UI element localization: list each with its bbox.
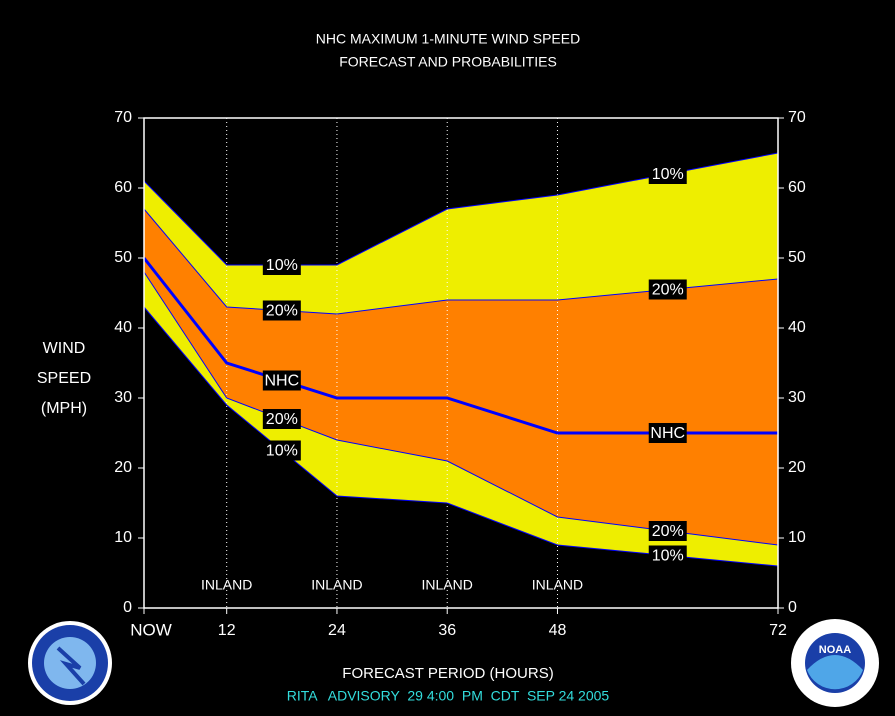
series-label-text: 20% <box>266 411 298 428</box>
y-axis-label: (MPH) <box>41 400 87 417</box>
y-tick-label: 40 <box>114 319 132 336</box>
series-label-bg <box>262 440 301 461</box>
nws-logo <box>28 621 112 705</box>
series-label-text: 10% <box>652 548 684 565</box>
y-tick-label: 60 <box>114 179 132 196</box>
inland-label: INLAND <box>532 577 583 593</box>
band <box>144 153 778 314</box>
series-label-bg <box>262 300 301 321</box>
series-label-text: 20% <box>652 523 684 540</box>
series-label-bg <box>648 423 687 443</box>
series-label: 10% <box>648 164 687 184</box>
x-tick-label: 36 <box>438 622 456 639</box>
y-tick-label: 0 <box>788 599 797 616</box>
series-label-bg <box>262 370 301 391</box>
y-tick-label: 50 <box>788 249 806 266</box>
inland-label: INLAND <box>422 577 473 593</box>
series-label: NHC <box>648 423 687 443</box>
chart-title: NHC MAXIMUM 1-MINUTE WIND SPEED <box>316 31 580 47</box>
y-tick-label: 20 <box>114 459 132 476</box>
x-tick-label: 48 <box>549 622 567 639</box>
y-tick-label: 60 <box>788 179 806 196</box>
inland-label: INLAND <box>311 577 362 593</box>
plot-frame <box>143 117 779 609</box>
series-label-bg <box>648 545 687 566</box>
x-tick-label: 72 <box>769 622 787 639</box>
series-label: 20% <box>648 279 687 300</box>
x-tick-label: 12 <box>218 622 236 639</box>
series-label-text: 20% <box>652 282 684 299</box>
svg-text:NOAA: NOAA <box>819 644 851 656</box>
band <box>144 209 778 545</box>
series-label: 10% <box>262 440 301 461</box>
footer: RITA ADVISORY 29 4:00 PM CDT SEP 24 2005 <box>287 688 610 704</box>
y-tick-label: 40 <box>788 319 806 336</box>
x-axis-label: FORECAST PERIOD (HOURS) <box>342 665 553 682</box>
series-label-text: NHC <box>650 425 685 442</box>
y-tick-label: 70 <box>788 109 806 126</box>
x-tick-label: 24 <box>328 622 346 639</box>
series-label: NHC <box>262 370 301 391</box>
series-label: 20% <box>648 521 687 541</box>
series-label-text: 10% <box>266 443 298 460</box>
series-label-bg <box>648 164 687 184</box>
y-tick-label: 10 <box>114 529 132 546</box>
series-label-text: NHC <box>264 373 299 390</box>
series-label: 20% <box>262 300 301 321</box>
series-label-text: 20% <box>266 303 298 320</box>
series-label: 20% <box>262 409 301 429</box>
series-label-bg <box>648 521 687 541</box>
y-tick-label: 20 <box>788 459 806 476</box>
y-tick-label: 50 <box>114 249 132 266</box>
y-tick-label: 0 <box>123 599 132 616</box>
x-tick-label: NOW <box>130 620 172 639</box>
series-label-text: 10% <box>266 257 298 274</box>
series-label-bg <box>648 279 687 300</box>
inland-label: INLAND <box>201 577 252 593</box>
chart-title: FORECAST AND PROBABILITIES <box>339 54 557 70</box>
series-label-bg <box>262 255 301 275</box>
y-tick-label: 30 <box>788 389 806 406</box>
series-label: 10% <box>262 255 301 275</box>
y-axis-label: WIND <box>43 340 86 357</box>
series-label-bg <box>262 409 301 429</box>
series-label: 10% <box>648 545 687 566</box>
y-tick-label: 70 <box>114 109 132 126</box>
y-axis-label: SPEED <box>37 370 91 387</box>
series-label-text: 10% <box>652 166 684 183</box>
noaa-logo: NOAA <box>791 619 879 707</box>
y-tick-label: 30 <box>114 389 132 406</box>
y-tick-label: 10 <box>788 529 806 546</box>
